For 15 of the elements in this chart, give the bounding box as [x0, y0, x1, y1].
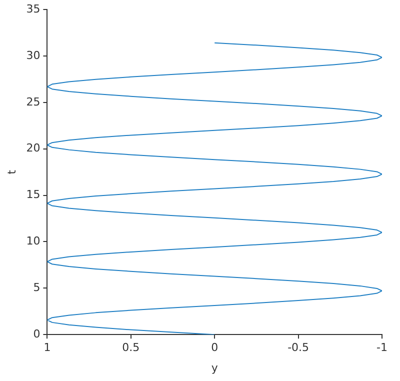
- y-tick-label: 10: [26, 234, 40, 248]
- x-tick-label: -1: [376, 341, 388, 354]
- y-tick-label: 20: [26, 142, 40, 155]
- x-tick-label: 0.5: [122, 341, 140, 354]
- x-tick-label: -0.5: [288, 341, 310, 354]
- y-tick-label: 25: [26, 95, 40, 108]
- y-tick-label: 0: [33, 327, 40, 340]
- y-tick-label: 35: [26, 2, 40, 16]
- y-tick-label: 30: [26, 48, 40, 62]
- y-axis-title: t: [5, 169, 18, 174]
- y-tick-label: 5: [33, 281, 40, 294]
- x-tick-label: 0: [211, 341, 218, 354]
- y-tick-label: 15: [26, 188, 40, 202]
- x-tick-label: 1: [44, 341, 51, 354]
- x-axis-title: y: [211, 361, 218, 374]
